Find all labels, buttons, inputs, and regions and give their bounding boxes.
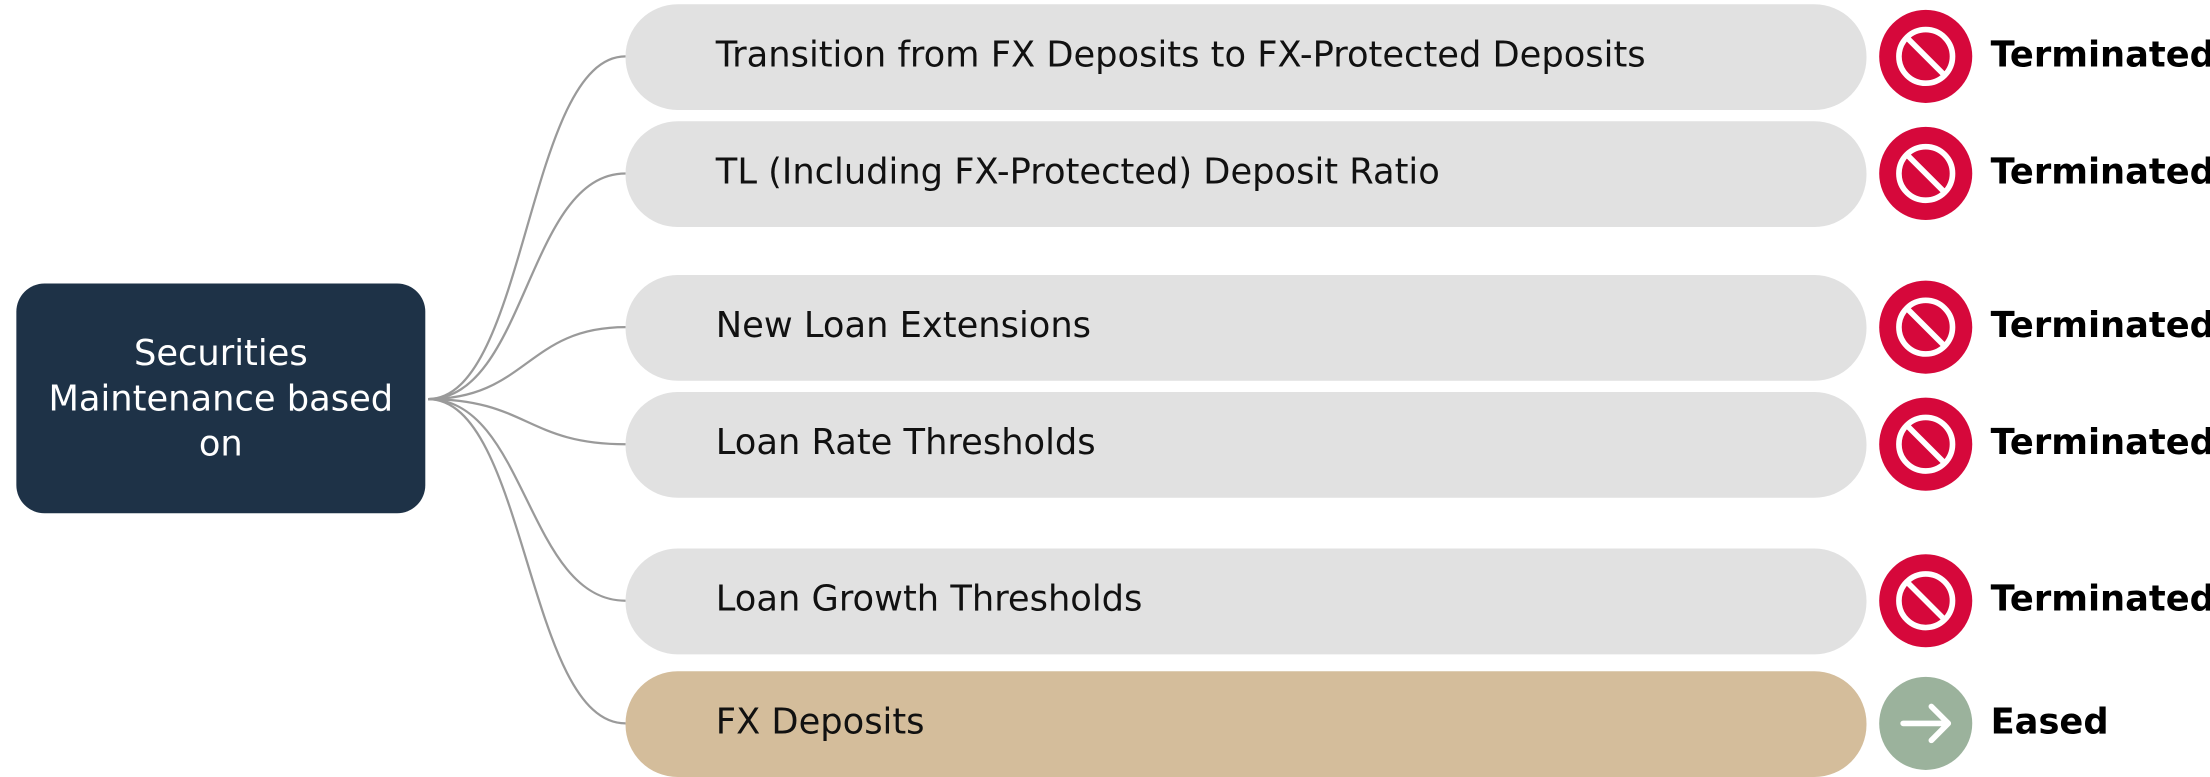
item-pill: [625, 4, 1867, 110]
item-label: Transition from FX Deposits to FX-Protec…: [715, 34, 1646, 75]
prohibit-ring: [1896, 571, 1956, 631]
item-pill: [625, 274, 1867, 381]
status-label: Terminated: [1991, 422, 2210, 463]
prohibit-ring: [1896, 143, 1956, 204]
prohibit-ring: [1896, 26, 1956, 87]
prohibit-slash: [1905, 36, 1947, 77]
root-label: Securities Maintenance based on: [48, 332, 394, 464]
terminated-icon: [1879, 554, 1973, 648]
item-label: FX Deposits: [716, 701, 925, 742]
item-label: Loan Growth Thresholds: [716, 579, 1143, 620]
terminated-icon: [1879, 397, 1973, 491]
connector: [428, 55, 626, 401]
item-pill: [625, 671, 1867, 777]
status-label: Terminated: [1991, 305, 2210, 346]
status-label: Terminated: [1991, 34, 2210, 75]
item-label: New Loan Extensions: [716, 305, 1091, 346]
root-node: [16, 283, 426, 514]
prohibit-slash: [1905, 423, 1947, 465]
status-label: Eased: [1991, 701, 2109, 742]
status-label: Terminated: [1991, 151, 2210, 192]
items: Transition from FX Deposits to FX-Protec…: [625, 4, 2210, 777]
connector: [428, 397, 626, 446]
connector: [428, 397, 626, 602]
prohibit-ring: [1896, 414, 1956, 474]
item-pill: [625, 548, 1867, 655]
connector: [428, 326, 626, 401]
item-label: Loan Rate Thresholds: [716, 422, 1096, 463]
item-pill: [625, 121, 1867, 228]
root-label-box: Securities Maintenance based on: [48, 332, 394, 464]
terminated-icon: [1879, 280, 1973, 374]
item-pill: [625, 392, 1867, 498]
item-label: TL (Including FX-Protected) Deposit Rati…: [715, 151, 1440, 192]
prohibit-slash: [1905, 153, 1947, 194]
eased-icon: [1879, 676, 1973, 770]
status-label: Terminated: [1991, 579, 2210, 620]
connectors: [428, 55, 626, 725]
prohibit-ring: [1896, 297, 1956, 357]
prohibit-slash: [1905, 580, 1947, 622]
prohibit-slash: [1905, 306, 1947, 348]
terminated-icon: [1879, 9, 1973, 103]
terminated-icon: [1879, 126, 1973, 220]
connector: [428, 172, 626, 401]
connector: [428, 397, 626, 725]
arrow: [1900, 703, 1952, 744]
